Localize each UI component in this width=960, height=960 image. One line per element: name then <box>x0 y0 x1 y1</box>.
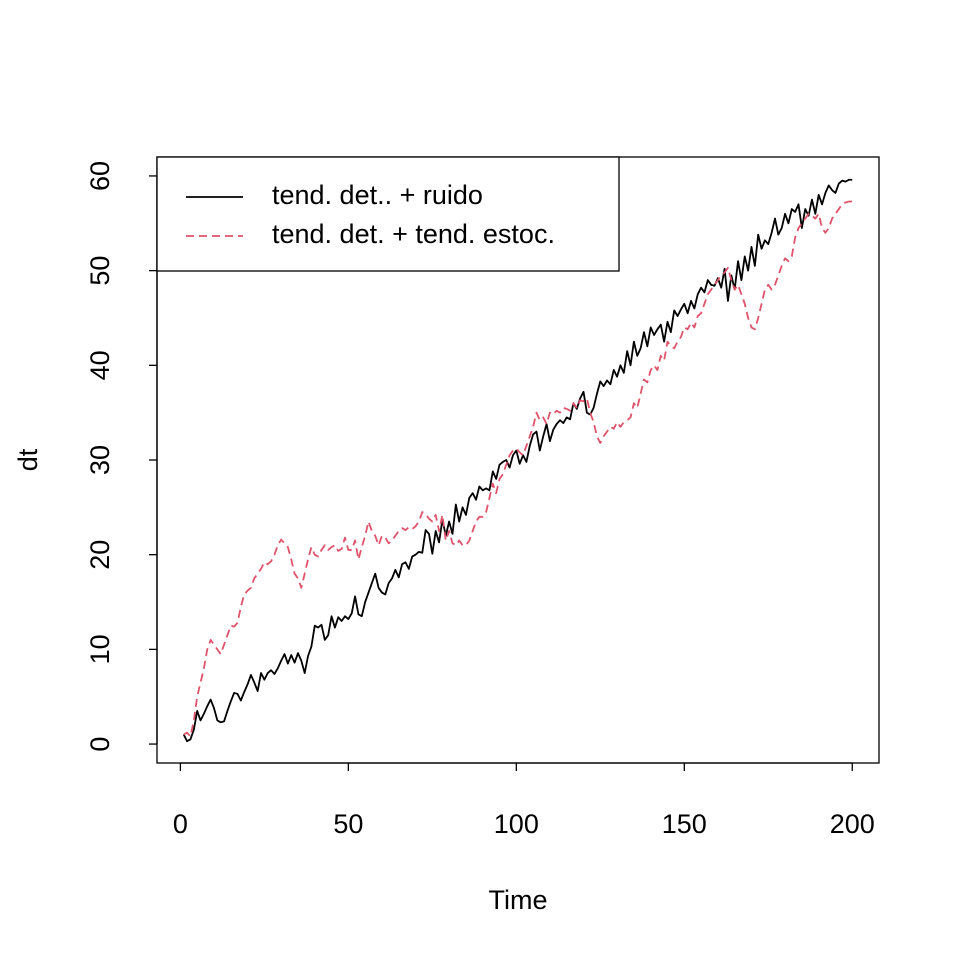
legend: tend. det.. + ruido tend. det. + tend. es… <box>156 156 620 272</box>
x-tick-label: 150 <box>662 809 707 839</box>
series-line <box>182 178 853 743</box>
y-tick-label: 60 <box>85 161 115 191</box>
y-tick-label: 30 <box>85 445 115 475</box>
legend-frame <box>156 156 620 272</box>
y-axis-label: dt <box>13 448 43 471</box>
y-tick-label: 0 <box>85 737 115 752</box>
x-tick-label: 0 <box>173 809 188 839</box>
x-tick-label: 100 <box>494 809 539 839</box>
y-tick-label: 40 <box>85 350 115 380</box>
series-line <box>183 200 853 738</box>
x-tick-label: 50 <box>333 809 363 839</box>
x-axis-label: Time <box>489 885 548 915</box>
y-tick-label: 10 <box>85 634 115 664</box>
y-tick-label: 50 <box>85 256 115 286</box>
x-tick-label: 200 <box>830 809 875 839</box>
y-tick-label: 20 <box>85 540 115 570</box>
legend-label: tend. det.. + ruido <box>272 180 483 210</box>
legend-label: tend. det. + tend. estoc. <box>272 219 555 249</box>
